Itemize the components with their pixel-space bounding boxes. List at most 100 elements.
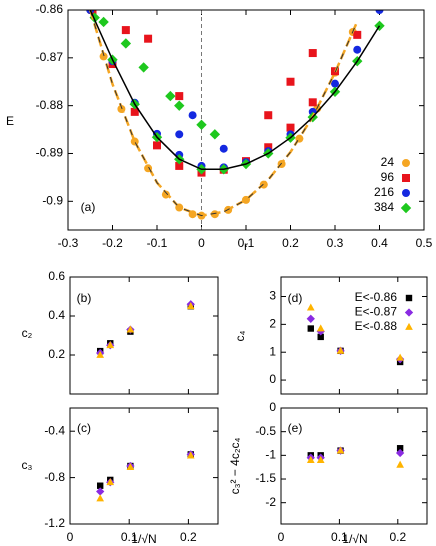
point bbox=[396, 460, 404, 468]
y-tick-label: -1.5 bbox=[255, 471, 276, 485]
point bbox=[98, 16, 109, 28]
point bbox=[316, 455, 325, 463]
x-tick-label: 0.4 bbox=[371, 236, 388, 250]
y-tick-label: -0.9 bbox=[42, 193, 63, 207]
panel: 0 1 2 3 E<-0.86E<-0.87E<-0.88 (d) c₄ bbox=[233, 276, 428, 395]
plot-frame bbox=[69, 407, 219, 525]
panel-label: (b) bbox=[77, 291, 92, 305]
point bbox=[120, 38, 132, 49]
y-tick-label: -0.88 bbox=[36, 98, 64, 112]
legend-marker bbox=[405, 294, 413, 302]
panel: -0.3 -0.2 -0.1 0 0.1 0.2 0.3 0.4 0.5 -0.9 -0.89 -0.… bbox=[6, 2, 433, 253]
panel: 0.2 0.4 0.6 (b) c₂ bbox=[22, 269, 219, 395]
y-tick-label: 0 bbox=[269, 372, 276, 386]
panel-label: (e) bbox=[288, 421, 303, 435]
x-tick-label: 0.2 bbox=[180, 530, 197, 544]
y-axis-label: c₃² − 4c₂c₄ bbox=[228, 438, 242, 495]
point bbox=[175, 92, 184, 101]
point bbox=[126, 463, 135, 471]
y-tick-label: -1 bbox=[265, 448, 276, 462]
x-tick-label: 0 bbox=[198, 236, 205, 250]
plot-frame bbox=[280, 276, 428, 395]
panel: 0 0.1 0.2 -1.2 -0.8 -0.4 (c) 1/√N c₃ bbox=[22, 407, 219, 546]
y-tick-label: -2 bbox=[265, 495, 276, 509]
legend-marker bbox=[400, 202, 412, 214]
point bbox=[306, 455, 315, 463]
plot-frame bbox=[69, 276, 219, 395]
plot-area bbox=[86, 10, 385, 220]
y-tick-label: 0.4 bbox=[48, 308, 65, 322]
point bbox=[186, 302, 195, 310]
point bbox=[316, 324, 325, 332]
x-tick-label: 0.1 bbox=[121, 530, 138, 544]
x-tick-label: 0.2 bbox=[389, 530, 406, 544]
x-tick-label: 0.2 bbox=[282, 236, 299, 250]
legend-label: 96 bbox=[381, 170, 395, 184]
legend-marker bbox=[404, 308, 414, 317]
y-tick-label: -1.2 bbox=[44, 516, 65, 530]
point bbox=[175, 130, 184, 139]
point bbox=[96, 494, 105, 502]
x-tick-label: 0 bbox=[67, 530, 74, 544]
x-tick-label: 0.5 bbox=[416, 236, 433, 250]
y-tick-label: -0.89 bbox=[36, 146, 64, 160]
point bbox=[336, 446, 345, 454]
legend-marker bbox=[405, 322, 413, 330]
point bbox=[353, 30, 362, 39]
point bbox=[353, 45, 362, 54]
y-tick-label: 0 bbox=[269, 400, 276, 414]
point bbox=[264, 111, 273, 120]
x-axis-label: 1/√N bbox=[131, 532, 156, 546]
point bbox=[138, 62, 149, 73]
point bbox=[186, 451, 195, 459]
point bbox=[209, 129, 221, 140]
legend-label: 216 bbox=[374, 185, 394, 199]
point bbox=[96, 482, 104, 489]
point bbox=[317, 333, 324, 341]
x-tick-label: -0.1 bbox=[147, 236, 168, 250]
point bbox=[130, 107, 139, 116]
point bbox=[306, 314, 315, 323]
y-tick-label: -0.5 bbox=[255, 424, 276, 438]
x-tick-label: 0 bbox=[278, 530, 285, 544]
fit-line bbox=[89, 10, 381, 171]
legend-marker bbox=[402, 174, 410, 182]
x-axis-label: 1/√N bbox=[342, 532, 367, 546]
point bbox=[286, 123, 295, 132]
point bbox=[336, 346, 345, 354]
point bbox=[175, 161, 184, 170]
point bbox=[126, 325, 135, 333]
x-tick-label: 0.1 bbox=[331, 530, 348, 544]
point bbox=[331, 79, 339, 88]
point bbox=[396, 353, 404, 361]
point bbox=[375, 10, 384, 14]
point bbox=[96, 487, 105, 496]
x-tick-label: 0.1 bbox=[238, 236, 255, 250]
point bbox=[188, 111, 197, 120]
y-tick-label: -0.4 bbox=[44, 423, 65, 437]
y-tick-label: -0.86 bbox=[36, 2, 64, 16]
legend-label: 384 bbox=[374, 200, 394, 214]
y-tick-label: 0.6 bbox=[48, 269, 65, 283]
y-tick-label: 0.2 bbox=[48, 347, 65, 361]
y-tick-label: 3 bbox=[269, 289, 276, 303]
plot-area bbox=[96, 300, 195, 358]
panel-label: (c) bbox=[77, 421, 91, 435]
point bbox=[153, 141, 161, 150]
point bbox=[396, 445, 404, 452]
point bbox=[307, 325, 314, 332]
point bbox=[308, 49, 317, 58]
point bbox=[144, 34, 153, 43]
y-axis-label: c₂ bbox=[22, 326, 33, 340]
legend-label: E<-0.88 bbox=[355, 319, 398, 333]
point bbox=[395, 448, 405, 458]
legend-label: 24 bbox=[381, 155, 395, 169]
y-tick-label: -0.87 bbox=[36, 50, 64, 64]
y-axis-label: c₄ bbox=[233, 330, 247, 341]
point bbox=[106, 478, 115, 486]
x-tick-label: 0.3 bbox=[327, 236, 344, 250]
y-axis-label: E bbox=[6, 114, 14, 128]
point bbox=[106, 341, 115, 349]
point bbox=[196, 119, 207, 130]
